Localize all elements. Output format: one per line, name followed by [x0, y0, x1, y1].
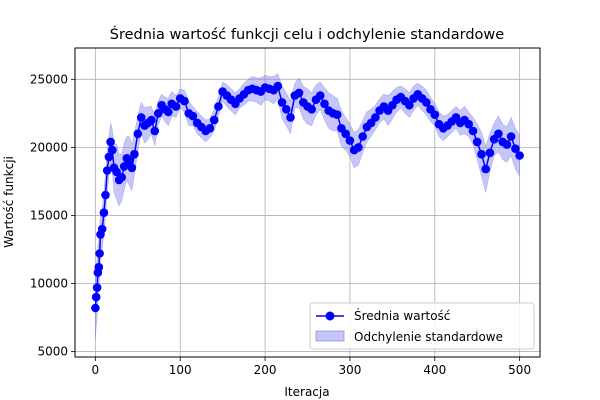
- x-axis-label: Iteracja: [284, 385, 329, 399]
- mean-point: [91, 303, 100, 313]
- mean-point: [150, 126, 160, 136]
- mean-point: [119, 162, 129, 171]
- mean-point: [341, 129, 351, 139]
- plot-frame: [74, 47, 541, 358]
- y-tick-label: 15000: [30, 208, 68, 222]
- legend-box: [309, 302, 535, 350]
- mean-point: [205, 124, 215, 133]
- mean-point: [273, 81, 283, 91]
- mean-point: [164, 107, 173, 117]
- mean-point: [481, 164, 491, 174]
- mean-point: [153, 109, 163, 118]
- mean-point: [345, 136, 355, 145]
- mean-point: [511, 144, 520, 153]
- mean-point: [371, 113, 380, 122]
- legend-label-std: Odchylenie standardowe: [354, 330, 503, 344]
- legend-label-mean: Średnia wartość: [354, 308, 450, 323]
- mean-point: [209, 115, 219, 125]
- mean-point: [104, 152, 114, 162]
- mean-point: [294, 88, 304, 98]
- mean-point: [117, 173, 126, 182]
- mean-point: [405, 100, 414, 110]
- mean-point: [282, 105, 291, 114]
- x-tick-label: 200: [254, 363, 277, 377]
- x-tick-label: 400: [423, 363, 446, 377]
- mean-point: [277, 98, 287, 107]
- mean-point: [136, 113, 146, 122]
- mean-point: [106, 137, 115, 147]
- mean-point: [99, 208, 109, 217]
- y-tick-label: 25000: [30, 72, 68, 86]
- mean-point: [468, 126, 478, 136]
- mean-point: [430, 110, 440, 119]
- mean-point: [130, 149, 139, 159]
- mean-point: [214, 102, 223, 111]
- y-axis-label: Wartość funkcji: [2, 156, 16, 248]
- mean-points: [91, 81, 524, 313]
- x-tick-label: 0: [92, 363, 100, 377]
- mean-point: [92, 283, 102, 292]
- mean-point: [108, 145, 117, 155]
- mean-point: [472, 137, 482, 147]
- y-tick-label: 10000: [30, 276, 68, 290]
- x-tick-label: 100: [169, 363, 192, 377]
- mean-point: [477, 149, 486, 159]
- mean-point: [286, 113, 295, 122]
- mean-point: [485, 148, 495, 158]
- mean-point: [125, 156, 134, 166]
- std-band: [95, 73, 520, 340]
- y-tick-label: 5000: [37, 345, 68, 359]
- mean-point: [95, 249, 104, 258]
- mean-point: [97, 224, 107, 234]
- legend: Średnia wartość Odchylenie standardowe: [309, 302, 535, 350]
- x-tick-label: 300: [338, 363, 361, 377]
- mean-point: [147, 115, 156, 125]
- mean-point: [422, 98, 431, 107]
- mean-point: [332, 110, 342, 119]
- mean-point: [112, 167, 121, 177]
- mean-point: [127, 163, 137, 173]
- mean-point: [102, 166, 112, 175]
- mean-point: [494, 129, 503, 139]
- mean-point: [515, 151, 524, 160]
- mean-point: [320, 99, 329, 109]
- mean-point: [171, 102, 181, 111]
- mean-point: [464, 119, 474, 129]
- x-tick-label: 500: [508, 363, 531, 377]
- y-tick-label: 20000: [30, 140, 68, 154]
- chart-title: Średnia wartość funkcji celu i odchyleni…: [110, 25, 505, 43]
- legend-band-swatch: [315, 330, 345, 342]
- mean-point: [188, 111, 198, 121]
- legend-marker-swatch: [325, 311, 335, 321]
- mean-point: [502, 140, 512, 149]
- mean-point: [101, 190, 110, 200]
- mean-point: [133, 129, 143, 139]
- mean-point: [506, 132, 516, 141]
- mean-point: [180, 96, 189, 106]
- mean-point: [354, 143, 363, 152]
- mean-point: [315, 91, 325, 100]
- y-ticks: 5000 10000 15000 20000 25000: [30, 72, 75, 359]
- mean-point: [358, 132, 368, 141]
- mean-point: [307, 105, 317, 114]
- x-ticks: 0 100 200 300 400 500: [92, 357, 531, 377]
- mean-point: [94, 262, 104, 272]
- mean-point: [91, 292, 101, 302]
